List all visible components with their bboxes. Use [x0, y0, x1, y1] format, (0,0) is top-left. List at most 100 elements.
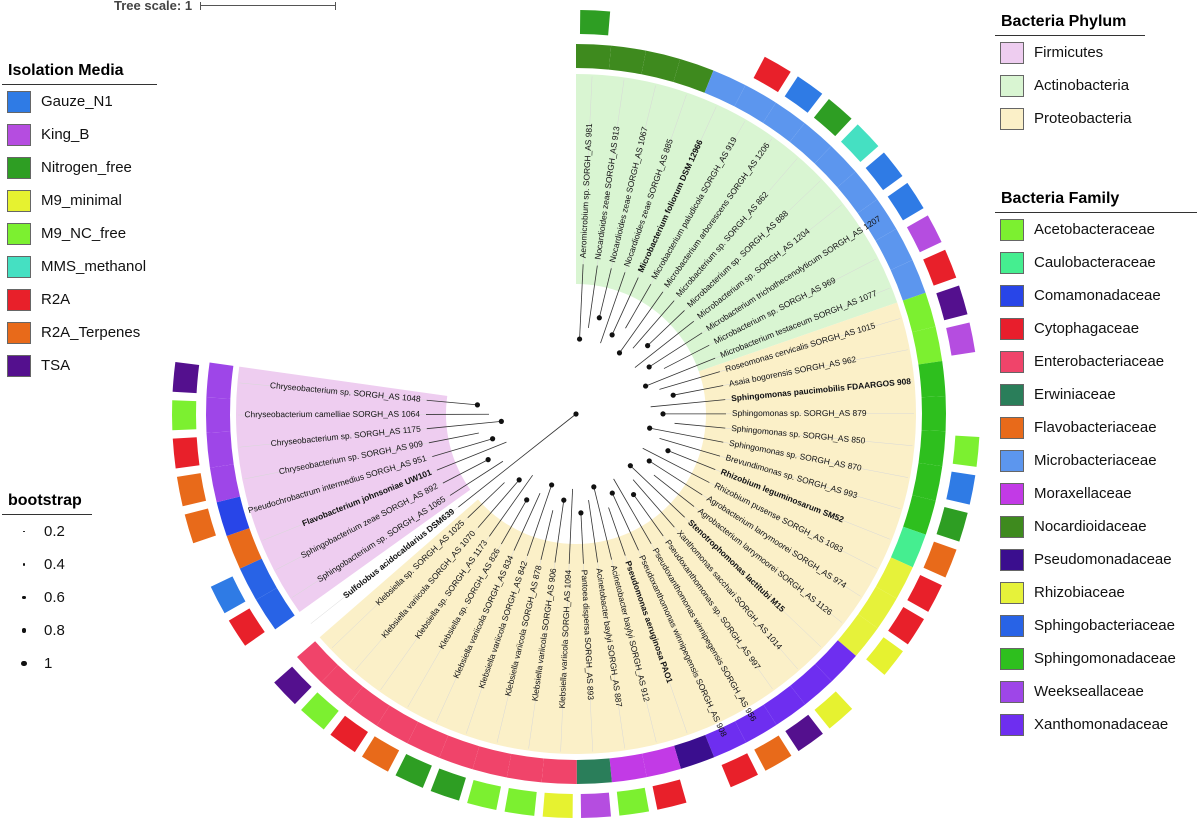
media-ring-segment	[952, 435, 980, 467]
bootstrap-node-dot	[561, 497, 567, 503]
media-ring-segment	[184, 508, 216, 544]
bootstrap-item: 0.8	[2, 614, 92, 647]
bootstrap-dot-marker	[21, 628, 27, 633]
media-ring-segment	[923, 249, 957, 286]
legend-label: Gauze_N1	[41, 93, 113, 110]
family-ring-segment	[875, 557, 913, 599]
family-ring-segment	[226, 528, 262, 569]
tip-guide-line	[380, 536, 490, 690]
bootstrap-node-dot	[474, 402, 481, 408]
tip-guide-line	[715, 469, 891, 540]
legend-item-proteobacteria: Proteobacteria	[995, 102, 1145, 135]
legend-item-nitrogen-free: Nitrogen_free	[2, 151, 157, 184]
tip-guide-line	[262, 469, 437, 541]
bacteria-phylum-legend-list: Firmicutes Actinobacteria Proteobacteria	[995, 36, 1145, 135]
media-ring-segment	[467, 779, 501, 811]
legend-label: R2A	[41, 291, 71, 308]
tree-branch	[645, 357, 716, 387]
legend-swatch	[7, 321, 31, 344]
family-ring-segment	[256, 587, 295, 630]
family-ring-segment	[321, 665, 363, 706]
tip-guide-line	[436, 550, 515, 722]
legend-label: Cytophagaceae	[1034, 320, 1140, 337]
bootstrap-node-dot	[646, 364, 652, 370]
family-ring-segment	[576, 44, 612, 70]
tree-branch	[632, 479, 675, 528]
isolation-media-legend-list: Gauze_N1 King_B Nitrogen_free M9_minimal M9_…	[2, 85, 157, 382]
media-ring-segment	[176, 473, 207, 507]
media-ring-segment	[754, 735, 792, 771]
legend-label: King_B	[41, 126, 90, 143]
bootstrap-node-dot	[596, 315, 602, 321]
tip-guide-line	[725, 427, 913, 447]
family-ring-segment	[576, 758, 612, 784]
family-ring-segment	[890, 260, 926, 301]
legend-item-microbacteriaceae: Microbacteriaceae	[995, 444, 1197, 477]
tree-branch	[477, 479, 520, 528]
legend-label: Comamonadaceae	[1034, 287, 1161, 304]
media-ring-segment	[784, 76, 823, 113]
bootstrap-value-label: 0.6	[44, 589, 65, 606]
bootstrap-node-dot	[670, 392, 676, 398]
media-ring-segment	[616, 787, 650, 816]
bootstrap-dot-marker	[22, 595, 26, 600]
legend-label: R2A_Terpenes	[41, 324, 141, 341]
tree-branch	[634, 320, 695, 368]
legend-swatch	[1000, 449, 1024, 472]
tree-branch	[579, 264, 584, 340]
bootstrap-node-dot	[576, 336, 583, 342]
tip-guide-line	[674, 527, 798, 670]
legend-label: Rhizobiaceae	[1034, 584, 1125, 601]
tip-guide-line	[719, 455, 901, 510]
family-ring-segment	[642, 745, 681, 778]
family-ring-segment	[205, 397, 231, 433]
legend-swatch	[1000, 548, 1024, 571]
tree-branch	[611, 277, 639, 336]
bootstrap-node-dot	[609, 332, 615, 338]
bootstrap-node-dot	[665, 448, 671, 454]
legend-label: Weekseallaceae	[1034, 683, 1144, 700]
tip-guide-line	[407, 543, 502, 708]
family-ring-segment	[206, 431, 234, 468]
bootstrap-node-dot	[573, 411, 579, 417]
media-ring-segment	[652, 779, 687, 810]
tree-branch	[513, 493, 541, 551]
legend-swatch	[7, 288, 31, 311]
legend-swatch	[1000, 482, 1024, 505]
legend-item-mms-methanol: MMS_methanol	[2, 250, 157, 283]
media-ring-segment	[542, 792, 573, 818]
legend-item-r2a: R2A	[2, 283, 157, 316]
media-ring-segment	[210, 576, 246, 614]
tip-guide-line	[597, 79, 625, 266]
tree-branch	[659, 438, 721, 457]
tree-branch	[500, 499, 528, 545]
legend-swatch	[1000, 317, 1024, 340]
tree-branch	[432, 438, 493, 458]
legend-item-rhizobiaceae: Rhizobiaceae	[995, 576, 1197, 609]
bootstrap-node-dot	[485, 457, 491, 463]
family-ring-segment	[641, 50, 681, 82]
family-ring-segment	[376, 705, 419, 744]
legend-swatch	[1000, 383, 1024, 406]
legend-swatch	[1000, 41, 1024, 64]
media-ring-segment	[753, 56, 791, 93]
bootstrap-value-label: 1	[44, 655, 53, 672]
tree-branch	[526, 484, 553, 556]
legend-item-firmicutes: Firmicutes	[995, 36, 1145, 69]
family-ring-segment	[674, 734, 715, 769]
family-ring-segment	[541, 758, 577, 784]
tree-branch	[633, 494, 664, 537]
legend-label: Firmicutes	[1034, 44, 1104, 61]
family-ring-segment	[348, 686, 390, 726]
family-ring-segment	[790, 664, 832, 705]
tip-guide-line	[611, 559, 657, 743]
family-ring-segment	[506, 753, 544, 783]
legend-swatch	[1000, 251, 1024, 274]
media-ring-segment	[395, 753, 432, 788]
media-ring-segment	[430, 768, 466, 801]
legend-item-nocardioidaceae: Nocardioidaceae	[995, 510, 1197, 543]
legend-swatch	[1000, 614, 1024, 637]
tree-branch	[648, 332, 703, 368]
media-ring-segment	[936, 507, 968, 542]
legend-item-flavobacteriaceae: Flavobacteriaceae	[995, 411, 1197, 444]
